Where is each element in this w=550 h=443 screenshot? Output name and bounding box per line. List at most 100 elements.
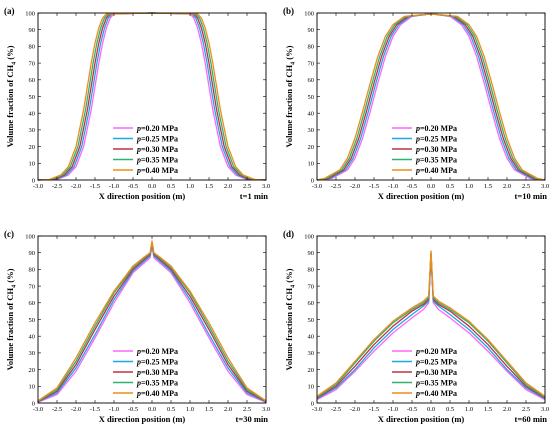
x-tick-label: -2.5 (52, 183, 62, 190)
y-tick-label: 40 (29, 334, 36, 341)
y-tick-label: 70 (308, 60, 315, 67)
x-tick-label: 2.0 (224, 406, 232, 413)
x-tick-label: -2.0 (71, 183, 81, 190)
legend-entry: p=0.35 MPa (415, 379, 457, 388)
y-tick-label: 10 (308, 161, 315, 168)
y-axis-label: Volume fraction of CH4 (%) (5, 268, 18, 370)
y-tick-label: 100 (304, 10, 314, 17)
legend-entry: p=0.25 MPa (136, 135, 178, 144)
x-tick-label: 2.5 (522, 183, 530, 190)
x-tick-label: 0.0 (148, 406, 156, 413)
x-tick-label: -1.5 (369, 406, 379, 413)
x-tick-label: 1.5 (484, 183, 492, 190)
y-tick-label: 90 (29, 250, 36, 257)
time-label: t=10 min (515, 191, 548, 201)
y-tick-label: 30 (308, 127, 315, 134)
x-tick-label: -0.5 (128, 406, 138, 413)
x-tick-label: 1.5 (205, 183, 213, 190)
legend-entry-symbol: p (415, 166, 420, 175)
y-tick-label: 80 (308, 44, 315, 51)
x-tick-label: -0.5 (407, 406, 417, 413)
y-tick-label: 100 (25, 10, 35, 17)
y-tick-label: 60 (308, 77, 315, 84)
panel-label: (a) (4, 6, 15, 16)
legend-entry-symbol: p (415, 358, 420, 367)
x-tick-label: 2.5 (243, 406, 251, 413)
x-tick-label: -1.5 (369, 183, 379, 190)
y-axis-label-unit: (%) (284, 45, 294, 61)
x-tick-label: 0.5 (167, 183, 175, 190)
legend-entry-symbol: p (136, 358, 141, 367)
y-axis-label: Volume fraction of CH4 (%) (284, 45, 297, 147)
legend-entry: p=0.20 MPa (415, 124, 457, 133)
legend-entry-symbol: p (415, 347, 420, 356)
x-tick-label: 3.0 (262, 406, 270, 413)
y-axis-label-subscript: 4 (291, 285, 297, 288)
x-axis-label: X direction position (m) (99, 414, 186, 424)
panel-label: (b) (283, 6, 294, 16)
y-tick-label: 0 (311, 400, 314, 407)
x-tick-label: 2.5 (243, 183, 251, 190)
time-label: t=1 min (240, 191, 268, 201)
y-tick-label: 50 (29, 94, 36, 101)
y-axis-label-main: Volume fraction of CH (284, 287, 294, 370)
legend-entry-symbol: p (136, 347, 141, 356)
y-tick-label: 30 (29, 127, 36, 134)
legend-entry: p=0.20 MPa (136, 124, 178, 133)
x-tick-label: -1.0 (109, 406, 119, 413)
legend-entry-symbol: p (136, 379, 141, 388)
y-tick-label: 30 (29, 350, 36, 357)
y-axis-label-main: Volume fraction of CH (5, 64, 15, 147)
x-tick-label: -1.0 (388, 406, 398, 413)
y-tick-label: 10 (29, 384, 36, 391)
legend-entry-symbol: p (136, 389, 141, 398)
x-tick-label: -2.5 (52, 406, 62, 413)
x-tick-label: -3.0 (33, 183, 43, 190)
x-tick-label: -2.5 (331, 406, 341, 413)
legend-entry: p=0.30 MPa (415, 368, 457, 377)
legend-entry: p=0.25 MPa (415, 135, 457, 144)
legend-entry-symbol: p (415, 368, 420, 377)
x-tick-label: 3.0 (541, 406, 549, 413)
series-line-5 (37, 240, 267, 402)
legend-entry-value: =0.25 MPa (420, 135, 457, 144)
x-tick-label: -1.0 (388, 183, 398, 190)
legend-entry: p=0.25 MPa (415, 358, 457, 367)
legend-entry-value: =0.35 MPa (420, 379, 457, 388)
y-tick-label: 0 (311, 177, 314, 184)
series-line-2 (316, 253, 546, 400)
y-axis-label-main: Volume fraction of CH (284, 64, 294, 147)
x-tick-label: 2.0 (224, 183, 232, 190)
y-tick-label: 100 (25, 233, 35, 240)
x-tick-label: 1.0 (186, 183, 194, 190)
y-tick-label: 40 (308, 111, 315, 118)
legend-entry-value: =0.40 MPa (141, 389, 178, 398)
y-tick-label: 20 (308, 144, 315, 151)
series-line-5 (316, 250, 546, 397)
y-tick-label: 60 (308, 300, 315, 307)
x-tick-label: 3.0 (541, 183, 549, 190)
y-tick-label: 70 (29, 60, 36, 67)
y-tick-label: 80 (308, 267, 315, 274)
legend-entry: p=0.40 MPa (415, 166, 457, 175)
legend-entry-value: =0.35 MPa (420, 156, 457, 165)
y-tick-label: 90 (29, 27, 36, 34)
legend-entry-value: =0.20 MPa (420, 124, 457, 133)
chart-panel-2: -3.0 -2.5 -2.0 -1.5 -1.0 -0.5 0.0 0.5 1.0 1.5 2.0 2… (283, 6, 549, 201)
y-tick-label: 80 (29, 44, 36, 51)
time-label: t=30 min (236, 414, 269, 424)
legend-entry: p=0.40 MPa (415, 389, 457, 398)
y-tick-label: 0 (32, 177, 35, 184)
y-axis-label-unit: (%) (284, 268, 294, 284)
x-tick-label: -0.5 (407, 183, 417, 190)
y-tick-label: 40 (308, 334, 315, 341)
x-tick-label: 2.0 (503, 406, 511, 413)
legend-entry-value: =0.30 MPa (141, 368, 178, 377)
x-tick-label: 0.5 (446, 406, 454, 413)
chart-panel-1: -3.0 -2.5 -2.0 -1.5 -1.0 -0.5 0.0 0.5 1.0 1.5 2.0 2… (4, 6, 270, 201)
legend-entry-value: =0.20 MPa (141, 347, 178, 356)
legend-entry-symbol: p (136, 166, 141, 175)
legend-entry-value: =0.20 MPa (141, 124, 178, 133)
legend-entry: p=0.25 MPa (136, 358, 178, 367)
